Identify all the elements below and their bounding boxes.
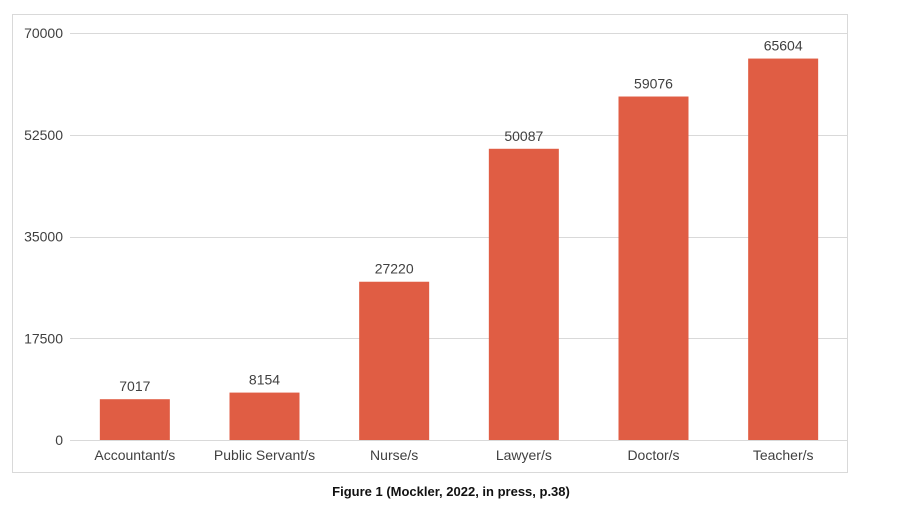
data-label: 7017 [119,378,150,394]
y-tick-label: 35000 [24,229,63,245]
bar [748,58,819,440]
bar [618,96,689,440]
data-label: 8154 [249,372,280,388]
bar [99,399,170,440]
bars [99,58,819,440]
x-tick-label: Doctor/s [627,447,679,463]
figure-caption: Figure 1 (Mockler, 2022, in press, p.38) [332,484,570,499]
bar [359,281,430,440]
x-axis-tick-labels: Accountant/s Public Servant/s Nurse/s Lawye… [70,440,848,463]
bar-chart: 0 17500 35000 52500 70000 7017 8154 27220 50087… [12,14,848,473]
y-axis-tick-labels: 0 17500 35000 52500 70000 [24,25,63,448]
x-tick-label: Public Servant/s [214,447,315,463]
data-label: 50087 [504,128,543,144]
y-tick-label: 70000 [24,25,63,41]
data-label: 65604 [764,38,803,54]
data-labels: 7017 8154 27220 50087 59076 65604 [119,38,803,395]
x-tick-label: Lawyer/s [496,447,552,463]
y-tick-label: 52500 [24,127,63,143]
x-tick-label: Teacher/s [753,447,814,463]
gridlines [70,33,848,441]
x-tick-label: Nurse/s [370,447,418,463]
bar [229,392,300,440]
y-tick-label: 0 [55,432,63,448]
data-label: 59076 [634,76,673,92]
data-label: 27220 [375,261,414,277]
chart-frame [12,14,848,473]
y-tick-label: 17500 [24,330,63,346]
bar [488,148,559,440]
x-tick-label: Accountant/s [94,447,175,463]
